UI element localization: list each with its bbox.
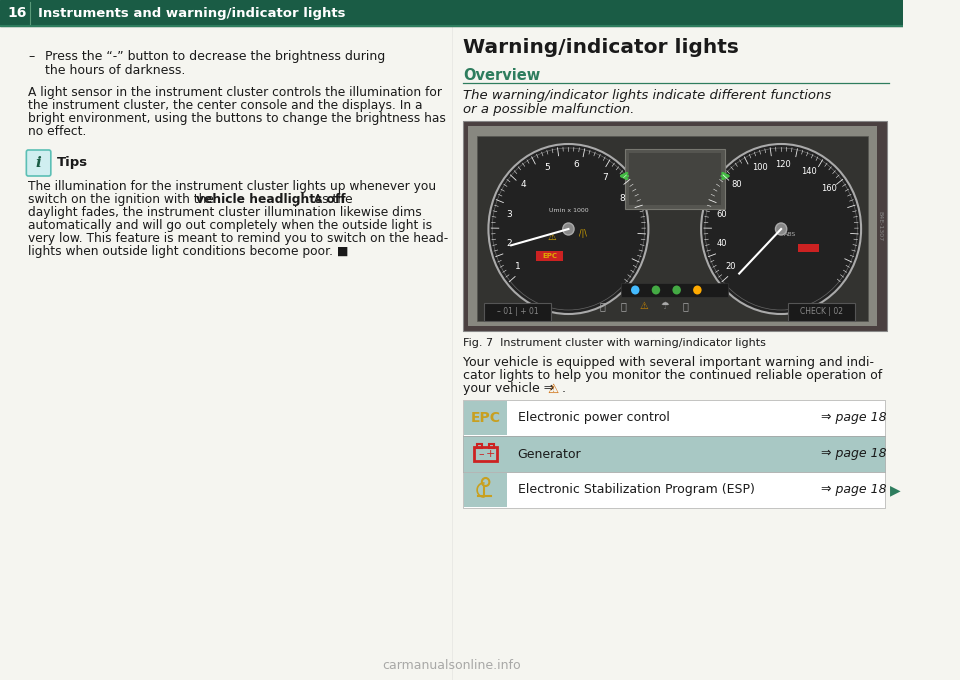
Circle shape: [652, 286, 660, 294]
Bar: [464, 473, 507, 507]
Text: 1: 1: [516, 262, 521, 271]
Text: Fig. 7  Instrument cluster with warning/indicator lights: Fig. 7 Instrument cluster with warning/i…: [463, 338, 766, 348]
Circle shape: [672, 286, 681, 294]
Text: ABS: ABS: [784, 231, 797, 237]
Text: ⇒ page 18: ⇒ page 18: [821, 483, 886, 496]
Text: ⚠: ⚠: [547, 232, 556, 242]
Text: +: +: [486, 449, 495, 459]
Text: ⇒ page 18: ⇒ page 18: [821, 411, 886, 424]
Text: 40: 40: [716, 239, 727, 248]
Text: B4E-1307: B4E-1307: [877, 211, 883, 241]
Text: Electronic Stabilization Program (ESP): Electronic Stabilization Program (ESP): [517, 483, 755, 496]
Text: 100: 100: [753, 163, 768, 173]
Text: 16: 16: [8, 6, 27, 20]
Text: EPC: EPC: [542, 253, 557, 259]
Text: Press the “-” button to decrease the brightness during: Press the “-” button to decrease the bri…: [45, 50, 385, 63]
Text: 120: 120: [776, 160, 791, 169]
Text: 160: 160: [822, 184, 837, 194]
Text: ⚠: ⚠: [639, 301, 648, 311]
Text: –: –: [28, 50, 35, 63]
Circle shape: [563, 223, 574, 235]
Text: cator lights to help you monitor the continued reliable operation of: cator lights to help you monitor the con…: [463, 369, 882, 382]
Circle shape: [693, 286, 702, 294]
Bar: [537, 251, 563, 261]
Bar: [464, 437, 507, 471]
Text: ⇒ page 18: ⇒ page 18: [821, 447, 886, 460]
Text: /|\: /|\: [579, 230, 587, 239]
Text: ⚠: ⚠: [548, 383, 559, 396]
Text: Ⓐ: Ⓐ: [599, 301, 605, 311]
Bar: [463, 436, 884, 472]
Bar: [484, 303, 551, 321]
Text: Overview: Overview: [463, 68, 540, 83]
Text: – 01 | + 01: – 01 | + 01: [496, 307, 539, 316]
Bar: [798, 244, 819, 252]
Text: very low. This feature is meant to remind you to switch on the head-: very low. This feature is meant to remin…: [28, 232, 448, 245]
Bar: [0, 0, 903, 26]
Text: Generator: Generator: [517, 447, 581, 460]
Bar: [788, 303, 855, 321]
Text: Ⓞ: Ⓞ: [620, 301, 626, 311]
Bar: [463, 400, 884, 436]
Text: Warning/indicator lights: Warning/indicator lights: [463, 38, 739, 57]
Text: .: .: [562, 382, 565, 395]
Text: Instruments and warning/indicator lights: Instruments and warning/indicator lights: [37, 7, 346, 20]
Bar: [468, 126, 877, 326]
Text: CHECK | 02: CHECK | 02: [800, 307, 843, 316]
Text: A light sensor in the instrument cluster controls the illumination for: A light sensor in the instrument cluster…: [28, 86, 443, 99]
Text: bright environment, using the buttons to change the brightness has: bright environment, using the buttons to…: [28, 112, 446, 125]
Text: 2: 2: [506, 239, 512, 248]
Text: Ⓢ: Ⓢ: [683, 301, 688, 311]
Text: The illumination for the instrument cluster lights up whenever you: The illumination for the instrument clus…: [28, 180, 437, 193]
Text: ▶: ▶: [890, 483, 900, 497]
Bar: [477, 136, 868, 321]
Bar: [464, 401, 507, 435]
Text: Electronic power control: Electronic power control: [517, 411, 669, 424]
Text: no effect.: no effect.: [28, 125, 86, 138]
Text: the instrument cluster, the center console and the displays. In a: the instrument cluster, the center conso…: [28, 99, 422, 112]
Text: vehicle headlights off: vehicle headlights off: [196, 193, 346, 206]
Text: Tips: Tips: [57, 156, 87, 169]
Text: i: i: [36, 156, 41, 170]
Text: 7: 7: [602, 173, 608, 182]
Text: 3: 3: [506, 210, 512, 219]
Text: or a possible malfunction.: or a possible malfunction.: [463, 103, 635, 116]
Text: 140: 140: [801, 167, 817, 175]
Text: your vehicle ⇒: your vehicle ⇒: [463, 382, 559, 395]
Text: 6: 6: [573, 160, 579, 169]
Text: 5: 5: [544, 163, 550, 173]
Circle shape: [701, 144, 861, 314]
Bar: [477, 444, 482, 448]
FancyBboxPatch shape: [26, 150, 51, 176]
Text: The warning/indicator lights indicate different functions: The warning/indicator lights indicate di…: [463, 89, 831, 102]
Text: Umin x 1000: Umin x 1000: [548, 209, 588, 214]
Text: daylight fades, the instrument cluster illumination likewise dims: daylight fades, the instrument cluster i…: [28, 206, 422, 219]
Text: switch on the ignition with the: switch on the ignition with the: [28, 193, 218, 206]
Text: automatically and will go out completely when the outside light is: automatically and will go out completely…: [28, 219, 432, 232]
Bar: [629, 153, 721, 205]
Text: carmanualsonline.info: carmanualsonline.info: [382, 659, 521, 672]
Text: 20: 20: [726, 262, 736, 271]
Text: 80: 80: [732, 180, 742, 189]
Text: ☂: ☂: [660, 301, 669, 311]
Text: Your vehicle is equipped with several important warning and indi-: Your vehicle is equipped with several im…: [463, 356, 874, 369]
Bar: [463, 121, 886, 331]
Text: . As the: . As the: [306, 193, 352, 206]
Bar: [621, 283, 729, 297]
Text: 8: 8: [619, 194, 625, 203]
Text: 4: 4: [521, 180, 526, 189]
Circle shape: [776, 223, 787, 235]
Circle shape: [631, 286, 639, 294]
Text: EPC: EPC: [470, 411, 500, 425]
Text: the hours of darkness.: the hours of darkness.: [45, 64, 185, 77]
Bar: [463, 472, 884, 508]
Text: –: –: [478, 449, 484, 459]
Text: lights when outside light conditions become poor. ■: lights when outside light conditions bec…: [28, 245, 348, 258]
Bar: [490, 444, 494, 448]
Text: 60: 60: [716, 210, 727, 219]
Bar: [474, 447, 497, 461]
Circle shape: [489, 144, 648, 314]
Bar: [625, 149, 725, 209]
